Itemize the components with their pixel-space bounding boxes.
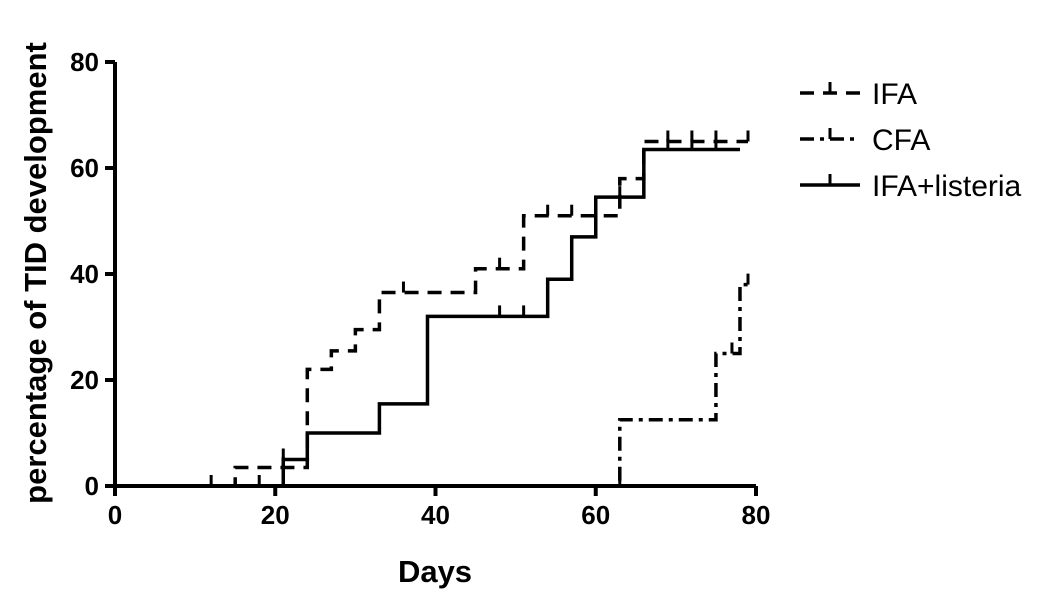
- x-tick-label: 80: [742, 500, 771, 530]
- series-line: [115, 282, 748, 488]
- axes: 0 20 40 60 80 0 20 40 60 80: [70, 47, 770, 530]
- y-tick-label: 40: [70, 259, 99, 289]
- y-tick-label: 60: [70, 153, 99, 183]
- series-line: [115, 139, 748, 488]
- legend: IFA CFA IFA+listeria: [800, 78, 1022, 203]
- y-tick-label: 80: [70, 47, 99, 77]
- legend-label: IFA+listeria: [872, 170, 1022, 203]
- legend-label: CFA: [872, 124, 930, 157]
- x-tick-label: 60: [581, 500, 610, 530]
- x-tick-label: 20: [261, 500, 290, 530]
- x-axis-title: Days: [398, 554, 472, 589]
- legend-label: IFA: [872, 78, 917, 111]
- series-ifa-listeria: [115, 138, 740, 488]
- legend-item: IFA: [800, 78, 917, 111]
- x-tick-label: 40: [421, 500, 450, 530]
- series-line: [115, 147, 740, 488]
- series-layer: [115, 130, 750, 488]
- legend-item: IFA+listeria: [800, 170, 1022, 203]
- x-tick-label: 0: [108, 500, 122, 530]
- series-ifa: [115, 130, 750, 488]
- y-axis-title: percentage of TID development: [18, 42, 53, 504]
- series-cfa: [115, 273, 750, 488]
- y-tick-label: 20: [70, 365, 99, 395]
- y-tick-label: 0: [85, 471, 99, 501]
- legend-item: CFA: [800, 124, 930, 157]
